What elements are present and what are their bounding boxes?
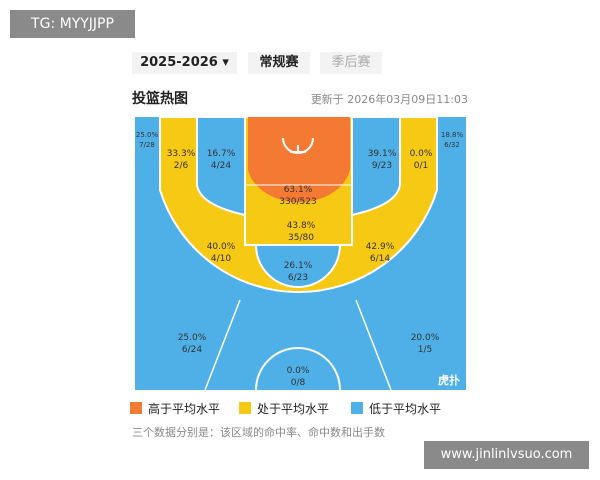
legend-swatch <box>239 402 251 414</box>
legend-label: 处于平均水平 <box>257 402 329 416</box>
updated: 更新于 2026年03月09日11:03 <box>310 93 468 106</box>
zone-pct: 39.1% <box>368 149 397 159</box>
zone-pct: 43.8% <box>287 221 316 231</box>
zone-pct: 0.0% <box>410 149 433 159</box>
zone-shots: 6/23 <box>288 273 308 283</box>
zone-shots: 0/1 <box>414 161 428 171</box>
zone-pct: 0.0% <box>287 366 310 376</box>
zone-pct: 63.1% <box>284 185 313 195</box>
zone-shots: 2/6 <box>174 161 189 171</box>
zone-shots: 1/5 <box>418 345 432 355</box>
season-select[interactable]: 2025-2026 ▾ <box>132 52 237 74</box>
zone-pct: 20.0% <box>411 333 440 343</box>
zone-shots: 6/24 <box>182 345 202 355</box>
note: 三个数据分别是：该区域的命中率、命中数和出手数 <box>132 425 385 439</box>
zone-shots: 6/14 <box>370 254 390 264</box>
zone-pct: 16.7% <box>207 149 236 159</box>
watermark: TG: MYYJJPP <box>10 10 135 38</box>
zone-pct: 33.3% <box>167 149 196 159</box>
legend-label: 高于平均水平 <box>148 401 220 416</box>
legend-label: 低于平均水平 <box>369 402 441 416</box>
tab-regular[interactable]: 常规赛 <box>248 52 310 74</box>
zone-shots: 4/10 <box>211 254 231 264</box>
legend-swatch <box>351 402 363 414</box>
zone-shots: 6/32 <box>444 141 460 149</box>
zone-shots: 330/523 <box>279 197 316 207</box>
zone-shots: 9/23 <box>372 161 392 171</box>
zone-shots: 0/8 <box>291 378 306 388</box>
zone-shots: 4/24 <box>211 161 231 171</box>
zone-pct: 26.1% <box>284 261 313 271</box>
zone-pct: 25.0% <box>178 333 207 343</box>
zone-shots: 7/28 <box>139 141 155 149</box>
zone-pct: 42.9% <box>366 242 395 252</box>
zone-shots: 35/80 <box>288 233 314 243</box>
site-watermark: www.jinlinlvsuo.com <box>424 441 589 469</box>
title: 投篮热图 <box>132 91 188 107</box>
tab-playoffs[interactable]: 季后赛 <box>320 52 382 74</box>
zone-pct: 25.0% <box>136 131 159 139</box>
zone-pct: 40.0% <box>207 242 236 252</box>
legend-swatch <box>130 402 142 414</box>
zone-pct: 18.8% <box>441 131 464 139</box>
logo: 虎扑 <box>438 373 460 387</box>
season: 2025-2026 <box>140 55 218 70</box>
